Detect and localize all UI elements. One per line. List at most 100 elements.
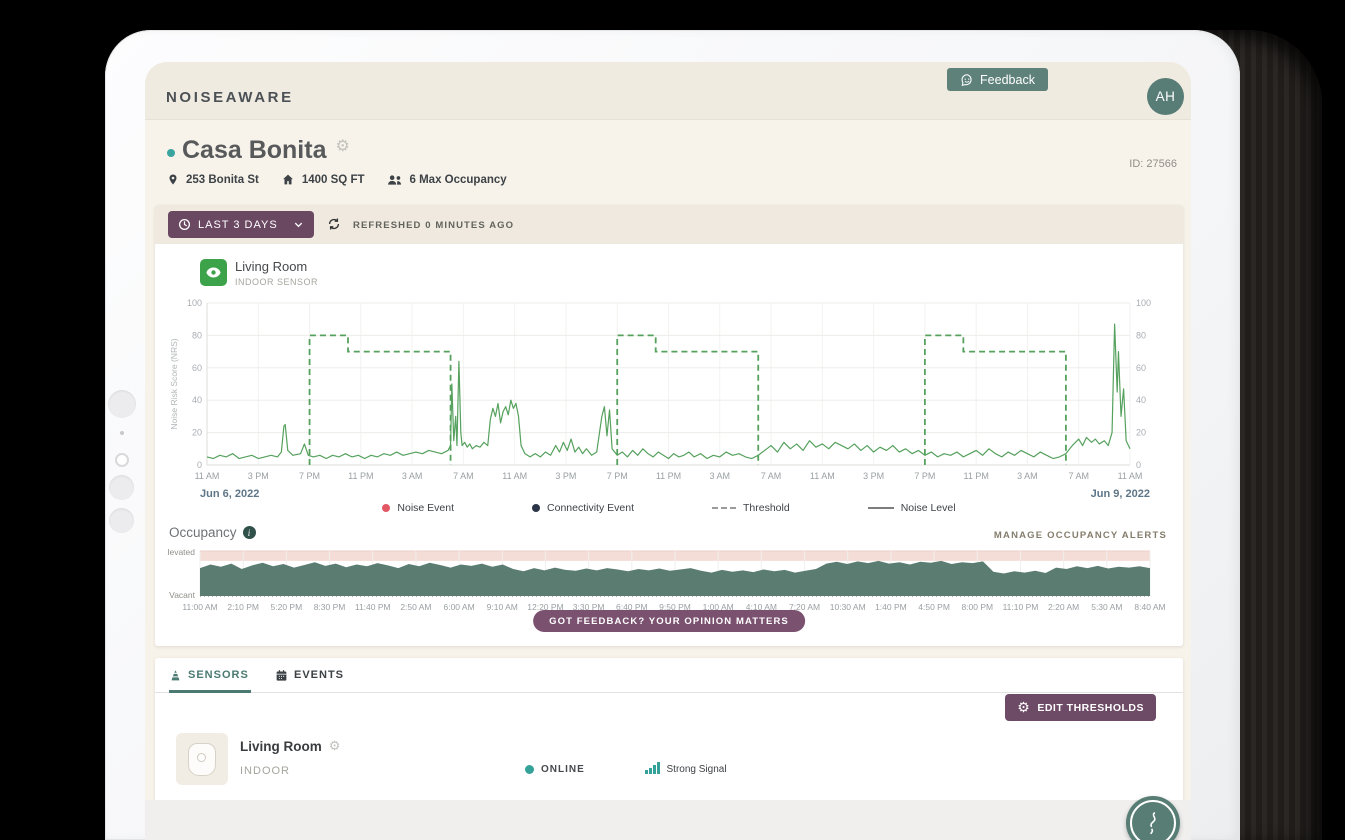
legend-item: Noise Event (382, 502, 454, 514)
brand-logo: NOISEAWARE (166, 89, 294, 106)
location-pin-icon (167, 173, 179, 186)
calendar-icon (275, 669, 288, 682)
property-max-occupancy: 6 Max Occupancy (409, 173, 507, 186)
sensor-icon (169, 669, 182, 682)
sensor-thumbnail (176, 733, 228, 785)
chart-toolbar (155, 205, 1183, 244)
svg-text:0: 0 (197, 460, 202, 470)
footer-strip (145, 800, 1191, 840)
svg-text:3 PM: 3 PM (555, 471, 576, 481)
svg-text:6:40 PM: 6:40 PM (616, 602, 648, 612)
property-settings-gear-icon[interactable]: ⚙ (335, 138, 350, 155)
svg-text:11 AM: 11 AM (502, 471, 527, 481)
legend-item: Threshold (712, 502, 790, 514)
got-feedback-button[interactable]: GOT FEEDBACK? YOUR OPINION MATTERS (533, 610, 805, 632)
feedback-button[interactable]: Feedback (947, 68, 1048, 91)
svg-text:40: 40 (1136, 395, 1146, 405)
svg-text:12:20 PM: 12:20 PM (527, 602, 563, 612)
bezel-button (109, 475, 134, 500)
svg-text:11 AM: 11 AM (1118, 471, 1143, 481)
svg-text:7 PM: 7 PM (299, 471, 320, 481)
svg-text:1:00 AM: 1:00 AM (703, 602, 734, 612)
property-info-row: 253 Bonita St 1400 SQ FT 6 Max Occupancy (167, 173, 507, 186)
bezel-button (109, 508, 134, 533)
feedback-smiley-icon (960, 73, 974, 87)
tab-sensors-label: SENSORS (188, 669, 249, 681)
svg-text:80: 80 (1136, 330, 1146, 340)
charts-card: LAST 3 DAYS REFRESHED 0 MINUTES AGO Livi… (155, 205, 1183, 646)
svg-text:2:20 AM: 2:20 AM (1048, 602, 1079, 612)
svg-text:80: 80 (192, 330, 202, 340)
svg-text:3 PM: 3 PM (863, 471, 884, 481)
svg-text:9:50 PM: 9:50 PM (659, 602, 691, 612)
noise-level-marker (867, 507, 894, 509)
svg-text:Vacant: Vacant (169, 590, 195, 600)
noise-event-marker (382, 504, 391, 512)
tab-events[interactable]: EVENTS (275, 658, 344, 692)
svg-text:7:20 AM: 7:20 AM (789, 602, 820, 612)
chart-legend: Noise Event Connectivity Event Threshold No… (155, 502, 1183, 514)
property-id: ID: 27566 (1129, 158, 1177, 170)
noise-chart: 11 AM 3 PM 7 PM 11 PM 3 AM 7 AM 11 AM 3 PM 7 PM 1… (169, 298, 1151, 481)
svg-text:7 AM: 7 AM (1068, 471, 1089, 481)
eye-icon (200, 259, 227, 286)
bezel-mic-dot (120, 431, 124, 435)
property-size: 1400 SQ FT (301, 173, 365, 186)
legend-item: Noise Level (867, 502, 956, 514)
svg-text:3 AM: 3 AM (710, 471, 731, 481)
svg-text:Elevated: Elevated (167, 547, 195, 557)
svg-text:0: 0 (1136, 460, 1141, 470)
svg-text:4:50 PM: 4:50 PM (918, 602, 950, 612)
sensor-settings-gear-icon[interactable]: ⚙ (328, 738, 341, 753)
svg-text:7 AM: 7 AM (453, 471, 474, 481)
people-icon (387, 174, 403, 186)
svg-text:100: 100 (187, 298, 202, 308)
app-screen: NOISEAWARE Feedback AH Casa Bonita ⚙ ID:… (145, 62, 1191, 840)
gear-icon: ⚙ (1017, 699, 1031, 715)
svg-text:60: 60 (192, 363, 202, 373)
avatar[interactable]: AH (1147, 78, 1184, 115)
bezel-camera (115, 453, 129, 467)
svg-text:11 AM: 11 AM (810, 471, 835, 481)
svg-text:Noise Risk Score (NRS): Noise Risk Score (NRS) (169, 338, 179, 429)
sensor-signal-label: Strong Signal (666, 764, 727, 775)
sensor-legend-chip[interactable]: Living Room INDOOR SENSOR (200, 259, 318, 287)
svg-text:11 PM: 11 PM (656, 471, 681, 481)
date-range-value: LAST 3 DAYS (198, 218, 278, 231)
chart-start-date: Jun 6, 2022 (200, 488, 260, 500)
svg-text:11 AM: 11 AM (195, 471, 220, 481)
sensor-device-image (188, 742, 216, 776)
svg-text:7 PM: 7 PM (607, 471, 628, 481)
support-float-button[interactable] (1126, 796, 1180, 840)
tab-events-label: EVENTS (294, 669, 345, 681)
svg-text:1:40 PM: 1:40 PM (875, 602, 907, 612)
svg-text:8:40 AM: 8:40 AM (1134, 602, 1165, 612)
property-title-row: Casa Bonita ⚙ (182, 136, 350, 165)
svg-text:8:30 PM: 8:30 PM (314, 602, 346, 612)
refresh-icon[interactable] (327, 217, 341, 231)
svg-text:2:50 AM: 2:50 AM (400, 602, 431, 612)
noiseaware-logo-icon (1130, 800, 1176, 840)
svg-text:11 PM: 11 PM (963, 471, 988, 481)
sensor-status: ONLINE (525, 764, 585, 775)
sensor-chip-name: Living Room (235, 259, 308, 274)
svg-text:100: 100 (1136, 298, 1151, 308)
svg-text:5:30 AM: 5:30 AM (1091, 602, 1122, 612)
property-address: 253 Bonita St (186, 173, 259, 186)
date-range-dropdown[interactable]: LAST 3 DAYS (168, 211, 314, 238)
svg-text:3:30 PM: 3:30 PM (573, 602, 605, 612)
manage-occupancy-alerts-link[interactable]: MANAGE OCCUPANCY ALERTS (993, 530, 1167, 541)
active-tab-underline (169, 690, 251, 693)
bezel-button (108, 390, 136, 418)
svg-text:11 PM: 11 PM (348, 471, 373, 481)
occupancy-title-row: Occupancy i (169, 525, 256, 540)
svg-text:6:00 AM: 6:00 AM (443, 602, 474, 612)
connectivity-event-marker (532, 504, 541, 512)
edit-thresholds-label: EDIT THRESHOLDS (1037, 701, 1144, 714)
threshold-marker (712, 507, 736, 509)
svg-text:20: 20 (192, 428, 202, 438)
tab-sensors[interactable]: SENSORS (169, 658, 249, 692)
edit-thresholds-button[interactable]: ⚙ EDIT THRESHOLDS (1005, 694, 1156, 721)
info-icon[interactable]: i (242, 526, 256, 539)
